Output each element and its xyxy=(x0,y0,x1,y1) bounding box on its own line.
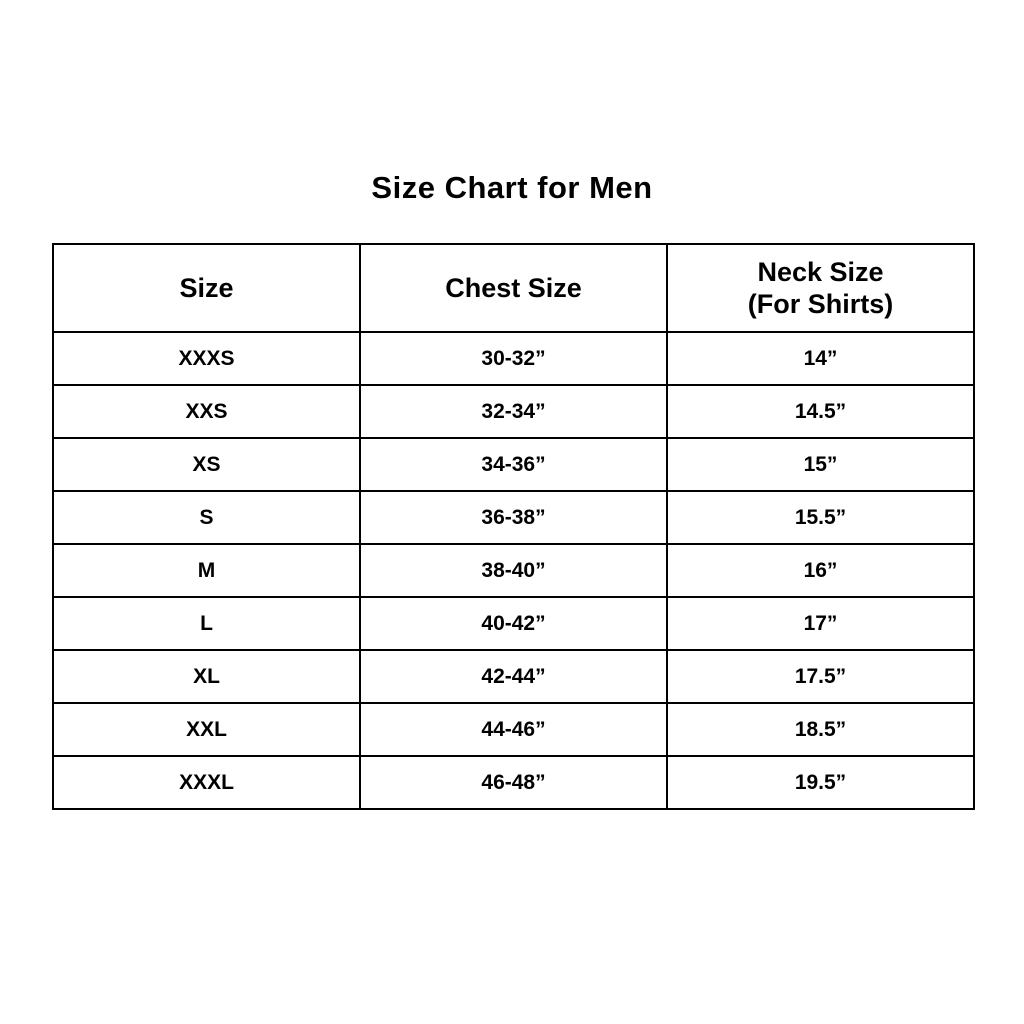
size-cell: XXXL xyxy=(52,755,361,810)
table-row: S 36-38” 15.5” xyxy=(52,490,975,545)
size-cell: XXXS xyxy=(52,331,361,386)
neck-cell: 19.5” xyxy=(666,755,975,810)
size-cell: M xyxy=(52,543,361,598)
table-row: XXS 32-34” 14.5” xyxy=(52,384,975,439)
chest-cell: 40-42” xyxy=(359,596,668,651)
chest-cell: 32-34” xyxy=(359,384,668,439)
header-neck: Neck Size (For Shirts) xyxy=(666,243,975,333)
header-size-label: Size xyxy=(179,272,234,303)
table-row: L 40-42” 17” xyxy=(52,596,975,651)
neck-cell: 15” xyxy=(666,437,975,492)
size-cell: L xyxy=(52,596,361,651)
table-row: XXXS 30-32” 14” xyxy=(52,331,975,386)
header-chest: Chest Size xyxy=(359,243,668,333)
neck-cell: 14” xyxy=(666,331,975,386)
table-row: XXXL 46-48” 19.5” xyxy=(52,755,975,810)
chest-cell: 30-32” xyxy=(359,331,668,386)
neck-cell: 15.5” xyxy=(666,490,975,545)
header-neck-label-line2: (For Shirts) xyxy=(747,289,894,319)
chest-cell: 34-36” xyxy=(359,437,668,492)
page-title: Size Chart for Men xyxy=(371,170,653,205)
neck-cell: 17.5” xyxy=(666,649,975,704)
neck-cell: 18.5” xyxy=(666,702,975,757)
neck-cell: 14.5” xyxy=(666,384,975,439)
chest-cell: 44-46” xyxy=(359,702,668,757)
header-neck-label-line1: Neck Size xyxy=(757,256,884,287)
table-row: XXL 44-46” 18.5” xyxy=(52,702,975,757)
chest-cell: 42-44” xyxy=(359,649,668,704)
header-row: Size Chest Size Neck Size (For Shirts) xyxy=(52,243,975,333)
table-row: XS 34-36” 15” xyxy=(52,437,975,492)
size-cell: S xyxy=(52,490,361,545)
header-chest-label: Chest Size xyxy=(445,272,582,303)
table-header: Size Chest Size Neck Size (For Shirts) xyxy=(52,243,975,333)
size-cell: XL xyxy=(52,649,361,704)
chest-cell: 46-48” xyxy=(359,755,668,810)
table-row: M 38-40” 16” xyxy=(52,543,975,598)
table-body: XXXS 30-32” 14” XXS 32-34” 14.5” XS 34-3… xyxy=(52,331,975,810)
size-chart-table: Size Chest Size Neck Size (For Shirts) X… xyxy=(52,243,975,810)
chest-cell: 36-38” xyxy=(359,490,668,545)
table-row: XL 42-44” 17.5” xyxy=(52,649,975,704)
size-cell: XXS xyxy=(52,384,361,439)
size-cell: XS xyxy=(52,437,361,492)
neck-cell: 16” xyxy=(666,543,975,598)
chest-cell: 38-40” xyxy=(359,543,668,598)
size-cell: XXL xyxy=(52,702,361,757)
neck-cell: 17” xyxy=(666,596,975,651)
header-size: Size xyxy=(52,243,361,333)
